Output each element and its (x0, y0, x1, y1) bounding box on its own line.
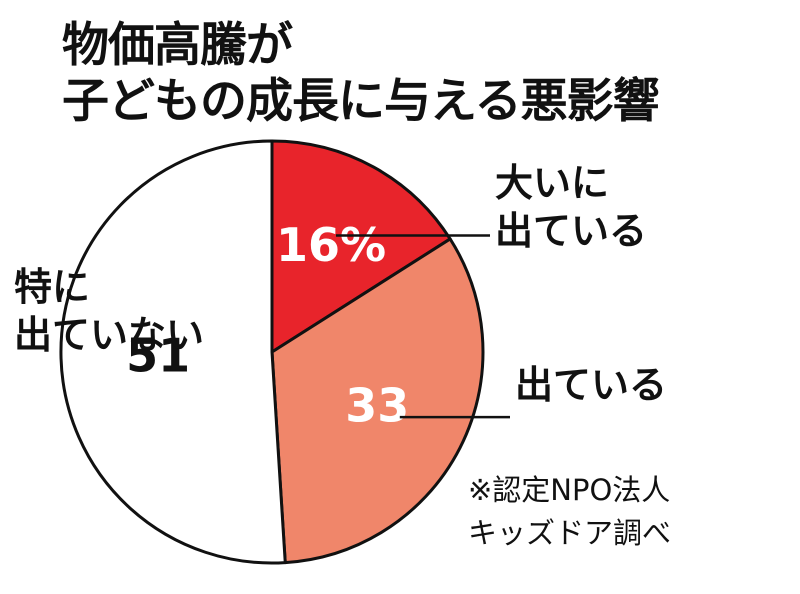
source-note-line-2: キッズドア調べ (468, 516, 672, 550)
slice-value-label-0: 16% (276, 218, 386, 272)
category-label-0-line-1: 出ている (495, 209, 647, 253)
pie-slice-0 (270, 139, 452, 354)
pie-slice-1 (270, 237, 485, 565)
category-label-2-line-0: 特に (14, 265, 90, 309)
source-note-line-1: ※認定NPO法人 (468, 473, 671, 507)
category-label-0-line-0: 大いに (495, 161, 609, 205)
category-label-2-line-1: 出ていない (14, 313, 204, 357)
slice-value-label-2: 51 (126, 329, 190, 383)
chart-title-line-1: 物価高騰が (62, 18, 293, 73)
slice-value-label-1: 33 (345, 379, 409, 433)
category-label-1-line-0: 出ている (515, 363, 667, 407)
chart-title-line-2: 子どもの成長に与える悪影響 (62, 74, 660, 129)
pie-slice-2 (59, 139, 287, 565)
